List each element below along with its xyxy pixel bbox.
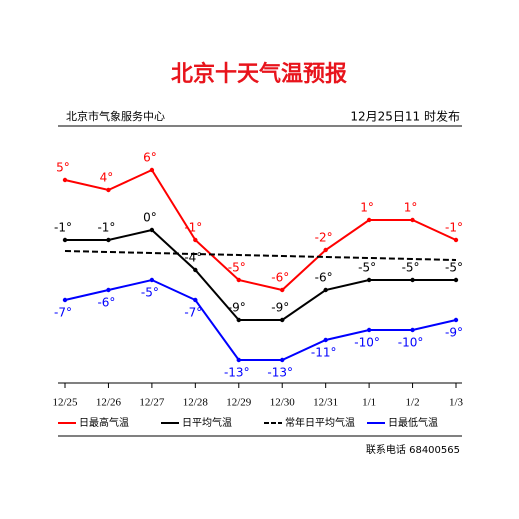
- x-tick-label: 12/28: [183, 397, 209, 409]
- value-label: -6°: [97, 296, 115, 310]
- x-tick-label: 12/30: [270, 397, 296, 409]
- value-label: 6°: [143, 151, 157, 165]
- contact: 联系电话 68400565: [366, 443, 460, 456]
- series-line: [64, 168, 457, 292]
- value-label: -1°: [184, 221, 202, 235]
- point: [149, 227, 155, 233]
- point: [280, 287, 285, 293]
- point: [62, 297, 68, 303]
- x-tick-label: 12/25: [52, 397, 78, 409]
- point: [106, 287, 111, 293]
- point: [193, 237, 198, 243]
- point: [453, 277, 459, 283]
- point: [410, 327, 415, 333]
- point: [236, 277, 241, 283]
- value-label: -4°: [184, 251, 202, 265]
- point: [366, 217, 372, 223]
- chart-title: 北京十天气温预报: [171, 61, 347, 87]
- value-label: 1°: [404, 201, 418, 215]
- x-tick-label: 12/26: [96, 397, 122, 409]
- value-label: -11°: [311, 346, 337, 360]
- source: 北京市气象服务中心: [66, 109, 165, 123]
- value-label: -10°: [398, 336, 424, 350]
- value-label: -9°: [228, 301, 246, 315]
- series-line: [64, 278, 457, 361]
- value-label: -6°: [271, 271, 289, 285]
- value-label: -9°: [445, 326, 463, 340]
- value-label: -2°: [315, 231, 333, 245]
- value-label: -1°: [54, 221, 72, 235]
- point: [453, 237, 459, 243]
- point: [106, 187, 111, 193]
- point: [323, 337, 328, 343]
- point: [453, 317, 459, 323]
- point: [323, 247, 328, 253]
- point: [280, 357, 285, 363]
- value-label: -1°: [97, 221, 115, 235]
- legend-label: 常年日平均气温: [285, 416, 355, 429]
- point: [149, 277, 155, 283]
- point: [410, 277, 415, 283]
- point: [193, 297, 198, 303]
- point: [236, 357, 241, 363]
- value-label: -5°: [402, 261, 420, 275]
- value-label: -5°: [141, 286, 159, 300]
- point: [280, 317, 285, 323]
- value-label: -7°: [184, 306, 202, 320]
- value-label: -13°: [224, 366, 250, 380]
- series-line: [65, 228, 456, 321]
- value-label: -9°: [271, 301, 289, 315]
- point: [323, 287, 328, 293]
- point: [149, 167, 155, 173]
- value-label: 1°: [360, 201, 374, 215]
- point: [410, 217, 415, 223]
- value-label: 4°: [100, 171, 114, 185]
- value-label: 0°: [143, 211, 157, 225]
- point: [193, 267, 198, 273]
- value-label: -1°: [445, 221, 463, 235]
- value-label: -5°: [228, 261, 246, 275]
- value-label: -5°: [358, 261, 376, 275]
- issued: 12月25日11 时发布: [350, 109, 460, 124]
- legend-label: 日最低气温: [388, 416, 438, 429]
- point: [106, 237, 111, 243]
- point: [366, 327, 372, 333]
- value-label: -6°: [315, 271, 333, 285]
- point: [62, 177, 68, 183]
- value-label: -7°: [54, 306, 72, 320]
- x-tick-label: 1/1: [362, 397, 376, 409]
- x-tick-label: 12/31: [313, 397, 338, 409]
- x-tick-label: 1/3: [449, 397, 464, 409]
- value-label: -5°: [445, 261, 463, 275]
- value-label: -13°: [267, 366, 293, 380]
- x-tick-label: 12/27: [139, 397, 165, 409]
- point: [62, 237, 68, 243]
- legend-label: 日平均气温: [182, 416, 232, 429]
- x-tick-label: 12/29: [226, 397, 252, 409]
- point: [236, 317, 241, 323]
- x-tick-label: 1/2: [406, 397, 420, 409]
- value-label: -10°: [354, 336, 380, 350]
- value-label: 5°: [56, 161, 70, 175]
- legend-label: 日最高气温: [79, 416, 129, 429]
- dashed-line: [64, 250, 457, 261]
- point: [366, 277, 372, 283]
